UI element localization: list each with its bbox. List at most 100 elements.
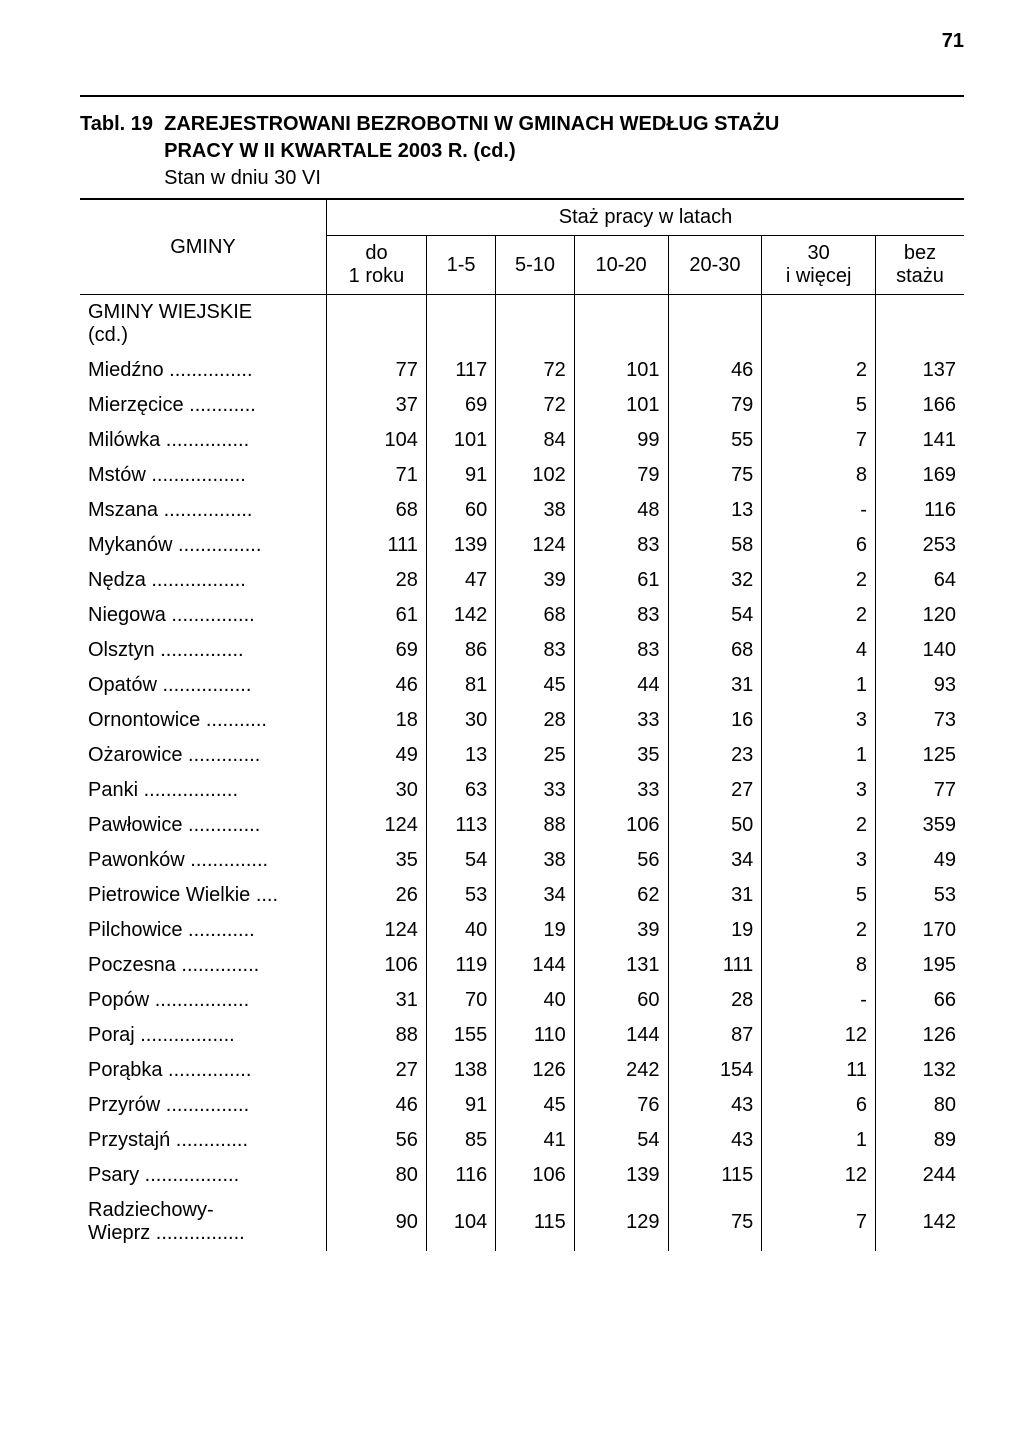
table-cell: 106 [327, 948, 427, 983]
col-head-3: 10-20 [574, 236, 668, 295]
row-label-text: Mszana ................ [88, 499, 253, 522]
section-header-blank [574, 295, 668, 354]
table-cell: 144 [496, 948, 574, 983]
section-header-blank [762, 295, 876, 354]
table-cell: 111 [668, 948, 762, 983]
table-row: Radziechowy-Wieprz ................90104… [80, 1193, 964, 1251]
table-cell: 38 [496, 493, 574, 528]
table-row: Nędza .................2847396132264 [80, 563, 964, 598]
row-label: Opatów ................ [80, 668, 327, 703]
table-cell: 137 [875, 353, 964, 388]
table-cell: 138 [426, 1053, 495, 1088]
table-cell: 63 [426, 773, 495, 808]
col-head-0: do 1 roku [327, 236, 427, 295]
table-cell: 43 [668, 1088, 762, 1123]
table-cell: 154 [668, 1053, 762, 1088]
table-cell: 6 [762, 1088, 876, 1123]
table-cell: 115 [668, 1158, 762, 1193]
table-cell: 39 [574, 913, 668, 948]
row-label: Ornontowice ........... [80, 703, 327, 738]
row-label-text: Olsztyn ............... [88, 639, 244, 662]
top-rule [80, 95, 964, 97]
table-row: Ornontowice ...........1830283316373 [80, 703, 964, 738]
row-label-text: Poraj ................. [88, 1024, 235, 1047]
table-cell: - [762, 493, 876, 528]
table-cell: 79 [668, 388, 762, 423]
table-cell: 2 [762, 563, 876, 598]
table-cell: 68 [496, 598, 574, 633]
table-cell: 32 [668, 563, 762, 598]
row-label: Mykanów ............... [80, 528, 327, 563]
table-cell: 72 [496, 388, 574, 423]
col-head-staz: Staż pracy w latach [327, 200, 965, 236]
row-label-text: Pilchowice ............ [88, 919, 255, 942]
row-label-text: Psary ................. [88, 1164, 239, 1187]
table-cell: 26 [327, 878, 427, 913]
col-head-gminy: GMINY [80, 200, 327, 295]
title-line-1: ZAREJESTROWANI BEZROBOTNI W GMINACH WEDŁ… [164, 111, 779, 138]
table-cell: 89 [875, 1123, 964, 1158]
table-row: Pawłowice .............12411388106502359 [80, 808, 964, 843]
table-cell: 54 [668, 598, 762, 633]
table-row: Mierzęcice ............376972101795166 [80, 388, 964, 423]
table-cell: 60 [574, 983, 668, 1018]
table-cell: 88 [327, 1018, 427, 1053]
table-cell: 35 [327, 843, 427, 878]
table-cell: 55 [668, 423, 762, 458]
table-row: Pietrowice Wielkie ....2653346231553 [80, 878, 964, 913]
col-head-5: 30 i więcej [762, 236, 876, 295]
table-cell: 111 [327, 528, 427, 563]
row-label-text: Pietrowice Wielkie .... [88, 884, 278, 907]
table-cell: 77 [875, 773, 964, 808]
row-label-text: Miedźno ............... [88, 359, 253, 382]
table-cell: 170 [875, 913, 964, 948]
table-cell: 139 [574, 1158, 668, 1193]
table-cell: 7 [762, 423, 876, 458]
table-cell: 19 [496, 913, 574, 948]
table-cell: 7 [762, 1193, 876, 1251]
table-cell: 72 [496, 353, 574, 388]
table-cell: 49 [327, 738, 427, 773]
table-cell: 12 [762, 1018, 876, 1053]
row-label: Poraj ................. [80, 1018, 327, 1053]
table-cell: 31 [668, 668, 762, 703]
table-cell: 131 [574, 948, 668, 983]
table-cell: 166 [875, 388, 964, 423]
table-cell: 8 [762, 948, 876, 983]
table-cell: 71 [327, 458, 427, 493]
row-label: Miedźno ............... [80, 353, 327, 388]
table-row: Poraj .................88155110144871212… [80, 1018, 964, 1053]
table-cell: 99 [574, 423, 668, 458]
row-label: Radziechowy-Wieprz ................ [80, 1193, 327, 1251]
table-cell: 28 [496, 703, 574, 738]
row-label: Panki ................. [80, 773, 327, 808]
section-header: GMINY WIEJSKIE (cd.) [80, 295, 327, 354]
table-cell: 80 [875, 1088, 964, 1123]
table-cell: 8 [762, 458, 876, 493]
row-label: Pietrowice Wielkie .... [80, 878, 327, 913]
page-number: 71 [942, 30, 964, 53]
table-cell: 141 [875, 423, 964, 458]
table-row: Niegowa ...............611426883542120 [80, 598, 964, 633]
table-cell: 35 [574, 738, 668, 773]
table-cell: 37 [327, 388, 427, 423]
table-cell: 40 [426, 913, 495, 948]
row-label: Pawonków .............. [80, 843, 327, 878]
table-cell: 1 [762, 738, 876, 773]
table-cell: 93 [875, 668, 964, 703]
table-row: Porąbka ...............27138126242154111… [80, 1053, 964, 1088]
table-cell: 28 [327, 563, 427, 598]
table-cell: 31 [668, 878, 762, 913]
row-label: Pilchowice ............ [80, 913, 327, 948]
table-cell: 83 [574, 633, 668, 668]
table-row: Pilchowice ............124401939192170 [80, 913, 964, 948]
section-header-blank [327, 295, 427, 354]
table-row: Milówka ...............1041018499557141 [80, 423, 964, 458]
table-cell: 66 [875, 983, 964, 1018]
table-cell: 56 [327, 1123, 427, 1158]
table-row: Poczesna ..............10611914413111181… [80, 948, 964, 983]
table-cell: 60 [426, 493, 495, 528]
table-cell: 139 [426, 528, 495, 563]
table-cell: - [762, 983, 876, 1018]
table-cell: 68 [668, 633, 762, 668]
